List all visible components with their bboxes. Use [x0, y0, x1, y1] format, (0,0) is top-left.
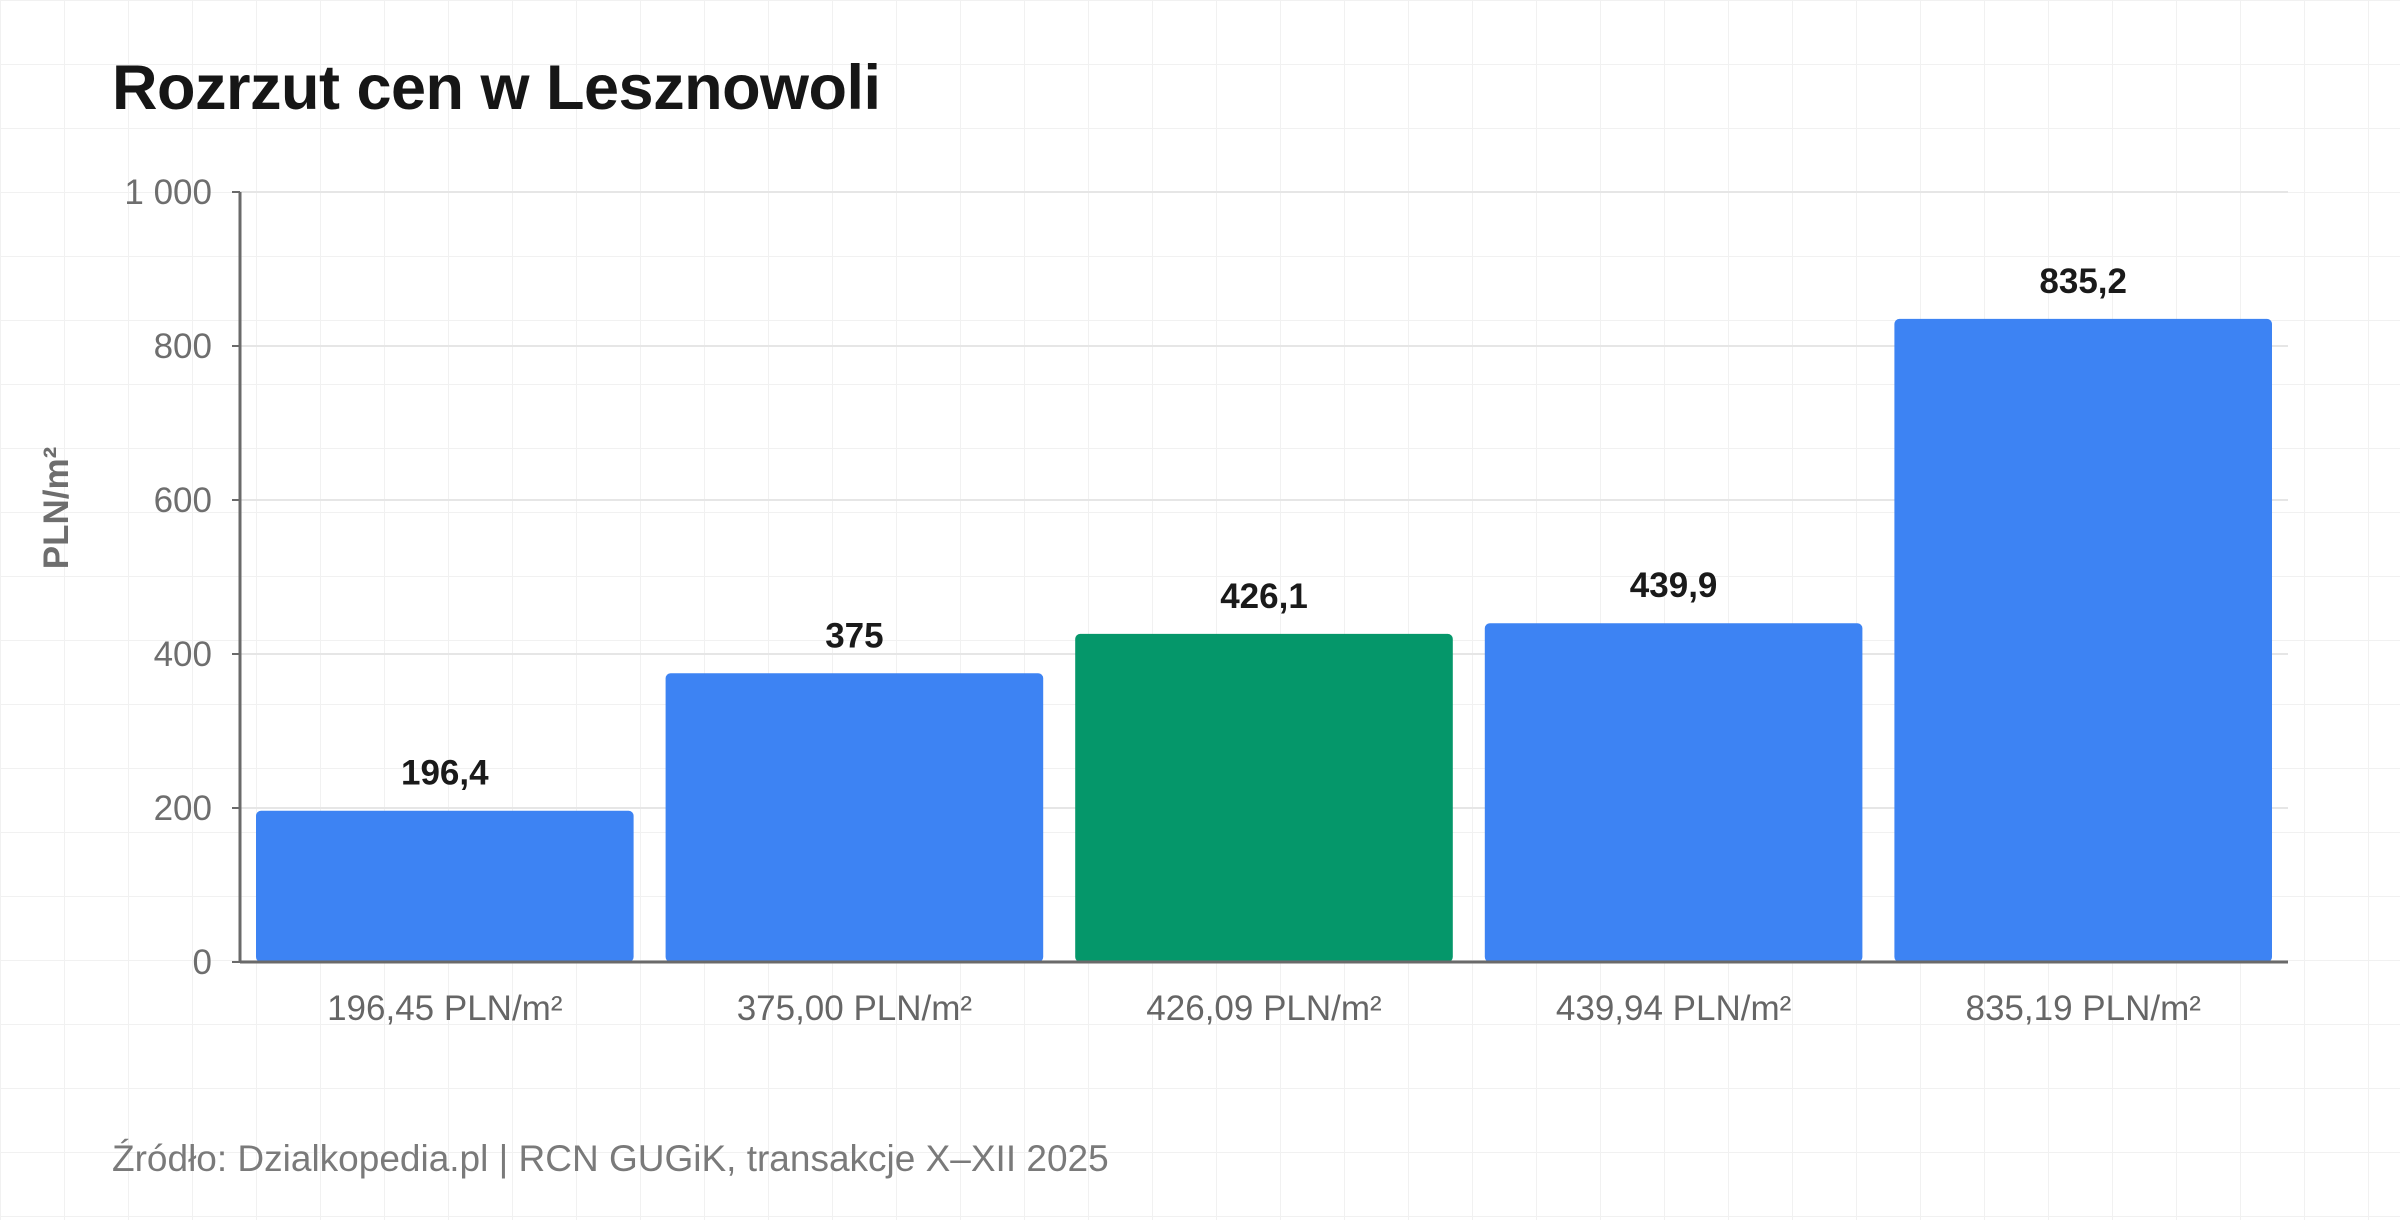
x-tick-labels: 196,45 PLN/m² 375,00 PLN/m² 426,09 PLN/m² 4…	[327, 989, 2201, 1028]
data-label: 426,1	[1220, 577, 1308, 616]
y-tick-label: 400	[154, 635, 212, 674]
x-tick-label: 439,94 PLN/m²	[1556, 989, 1791, 1028]
bar	[1075, 633, 1453, 962]
y-tick-label: 1 000	[124, 173, 212, 212]
data-label: 196,4	[401, 754, 489, 793]
y-tick-label: 600	[154, 481, 212, 520]
bar	[665, 673, 1044, 962]
y-tick-labels: 0 200 400 600 800 1 000	[124, 173, 212, 982]
bar	[1484, 623, 1863, 962]
y-tick-label: 800	[154, 327, 212, 366]
bar	[1894, 318, 2272, 962]
data-label: 439,9	[1630, 566, 1718, 605]
bars	[256, 318, 2272, 962]
source-note: Źródło: Dzialkopedia.pl | RCN GUGiK, tra…	[112, 1138, 1109, 1179]
chart-title: Rozrzut cen w Lesznowoli	[112, 53, 881, 123]
y-tick-label: 0	[193, 943, 212, 982]
data-labels: 196,4 375 426,1 439,9 835,2	[401, 262, 2127, 793]
y-tick-label: 200	[154, 789, 212, 828]
data-label: 835,2	[2039, 262, 2127, 301]
x-tick-label: 196,45 PLN/m²	[327, 989, 562, 1028]
x-tick-label: 835,19 PLN/m²	[1965, 989, 2200, 1028]
y-axis-title: PLN/m²	[37, 447, 76, 570]
x-tick-label: 375,00 PLN/m²	[737, 989, 972, 1028]
axes	[238, 192, 2288, 964]
data-label: 375	[825, 616, 883, 655]
x-tick-label: 426,09 PLN/m²	[1146, 989, 1381, 1028]
bar	[256, 810, 634, 962]
